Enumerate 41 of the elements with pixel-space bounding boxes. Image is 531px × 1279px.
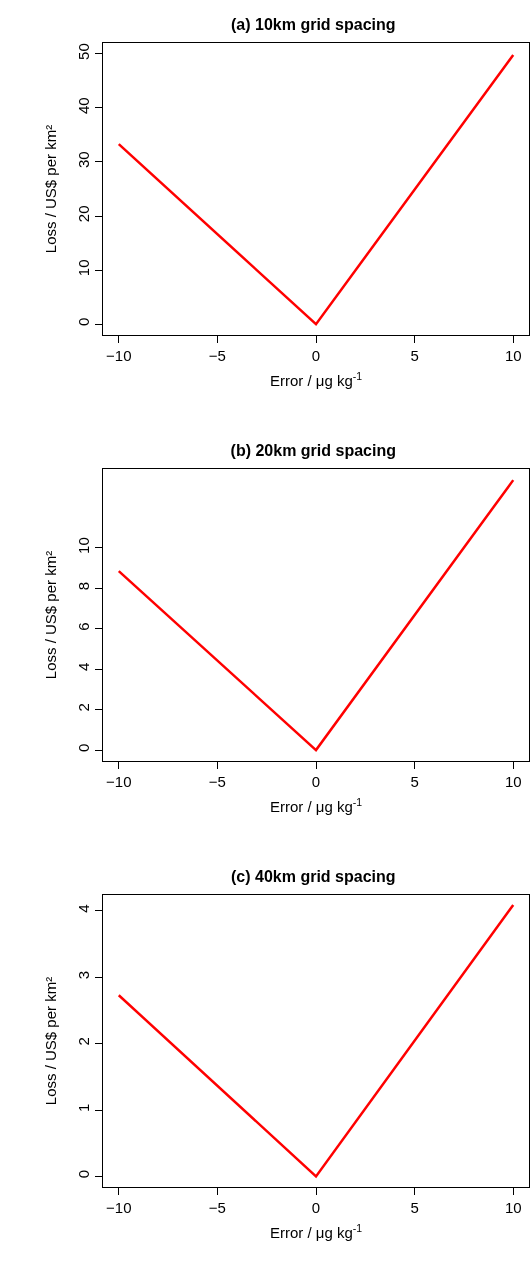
chart-title: (b) 20km grid spacing bbox=[230, 442, 396, 460]
y-tick-label: 0 bbox=[75, 317, 92, 327]
x-tick-label: −10 bbox=[106, 773, 132, 790]
y-tick-label: 1 bbox=[75, 1103, 92, 1112]
y-tick-label: 10 bbox=[75, 259, 92, 277]
y-tick-label: 30 bbox=[75, 151, 92, 169]
x-tick-label: −10 bbox=[106, 1199, 132, 1216]
y-tick-label: 6 bbox=[75, 622, 92, 631]
x-axis-title: Error / μg kg$^{-1}$ bbox=[269, 1221, 363, 1241]
x-axis-title: Error / μg kg$^{-1}$ bbox=[269, 369, 363, 389]
y-tick-label: 10 bbox=[75, 537, 92, 554]
x-tick-label: −10 bbox=[106, 347, 132, 364]
x-tick-label: 0 bbox=[311, 1199, 321, 1216]
chart-title: (c) 40km grid spacing bbox=[231, 868, 396, 886]
y-axis-title: Loss / US$ per km² bbox=[42, 976, 60, 1106]
y-tick-label: 3 bbox=[75, 970, 92, 980]
y-tick-label: 50 bbox=[75, 43, 92, 60]
y-tick-label: 4 bbox=[75, 904, 92, 913]
x-tick-label: 0 bbox=[311, 347, 321, 364]
x-tick-label: 10 bbox=[504, 773, 522, 790]
x-tick-label: 10 bbox=[504, 1199, 522, 1216]
y-tick-label: 4 bbox=[75, 662, 92, 672]
x-tick-label: 5 bbox=[410, 347, 419, 364]
y-tick-label: 2 bbox=[75, 1037, 92, 1046]
y-tick-label: 0 bbox=[75, 1169, 92, 1179]
y-tick-label: 8 bbox=[75, 581, 92, 591]
x-tick-label: −5 bbox=[208, 347, 226, 364]
x-tick-label: 5 bbox=[410, 1199, 419, 1216]
y-tick-label: 0 bbox=[75, 743, 92, 752]
x-tick-label: 0 bbox=[311, 773, 321, 790]
y-axis-title: Loss / US$ per km² bbox=[42, 124, 60, 254]
y-tick-label: 40 bbox=[75, 97, 92, 114]
x-axis-title: Error / μg kg$^{-1}$ bbox=[269, 795, 363, 815]
y-axis-title: Loss / US$ per km² bbox=[42, 550, 60, 680]
y-tick-label: 2 bbox=[75, 703, 92, 712]
x-tick-label: 5 bbox=[410, 773, 419, 790]
chart-title: (a) 10km grid spacing bbox=[231, 16, 396, 34]
x-tick-label: 10 bbox=[504, 347, 522, 364]
y-tick-label: 20 bbox=[75, 205, 92, 223]
x-tick-label: −5 bbox=[208, 773, 226, 790]
x-tick-label: −5 bbox=[208, 1199, 226, 1216]
